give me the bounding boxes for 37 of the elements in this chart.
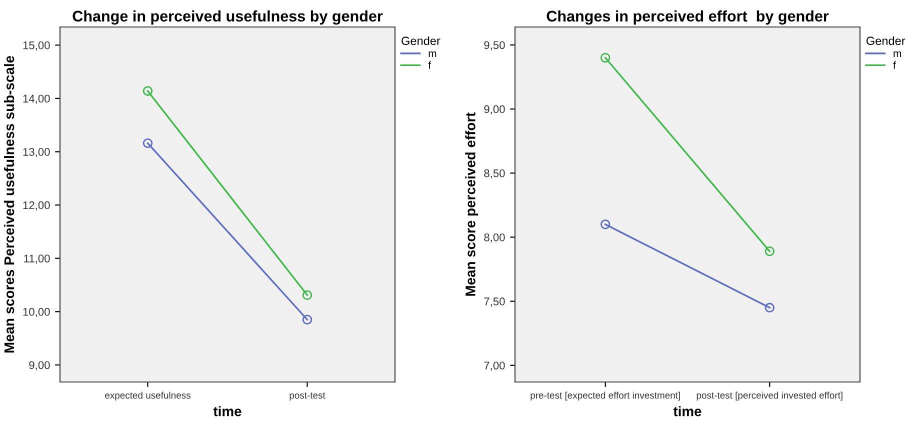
y-tick-label: 8,50 <box>484 169 505 179</box>
y-tick-label: 14,00 <box>23 94 50 104</box>
point <box>764 246 775 256</box>
y-tick-label: 12,00 <box>23 201 50 210</box>
point <box>142 138 153 148</box>
x-tick-label: post-test <box>290 392 326 401</box>
legend-title: Gender <box>866 36 906 46</box>
y-tick-label: 10,00 <box>23 308 50 318</box>
legend-label: m <box>894 51 901 58</box>
y-tick-label: 7,50 <box>484 298 505 307</box>
legend-title: Gender <box>402 36 440 46</box>
y-tick-label: 9,50 <box>484 41 505 50</box>
point <box>302 314 312 324</box>
chart-title: Changes in perceived effort by gender <box>546 10 829 25</box>
x-tick-label: pre-test [expected effort investment] <box>530 392 680 401</box>
y-tick-label: 15,00 <box>23 41 50 51</box>
y-tick-label: 9,00 <box>484 105 505 114</box>
x-tick-label: expected usefulness <box>105 392 190 401</box>
point <box>600 52 610 63</box>
y-tick-label: 13,00 <box>23 148 50 158</box>
x-tick-label: post-test [perceived invested effort] <box>696 392 842 401</box>
point <box>142 86 153 96</box>
y-tick-label: 8,00 <box>484 233 505 243</box>
point <box>764 302 775 313</box>
y-axis-title: Mean scores Perceived usefulness sub-scale <box>4 56 14 353</box>
chart-title: Change in perceived usefulness by gender <box>72 10 383 25</box>
legend-label: f <box>428 61 432 69</box>
y-tick-label: 9,00 <box>29 361 50 370</box>
y-axis-title: Mean score perceived effort <box>465 112 478 296</box>
x-axis-title: time <box>673 406 702 416</box>
legend-label: f <box>893 61 896 69</box>
legend-label: m <box>428 51 436 58</box>
point <box>600 220 610 230</box>
point <box>302 290 312 300</box>
y-tick-label: 11,00 <box>24 254 50 264</box>
y-tick-label: 7,00 <box>484 362 505 371</box>
x-axis-title: time <box>213 406 242 416</box>
